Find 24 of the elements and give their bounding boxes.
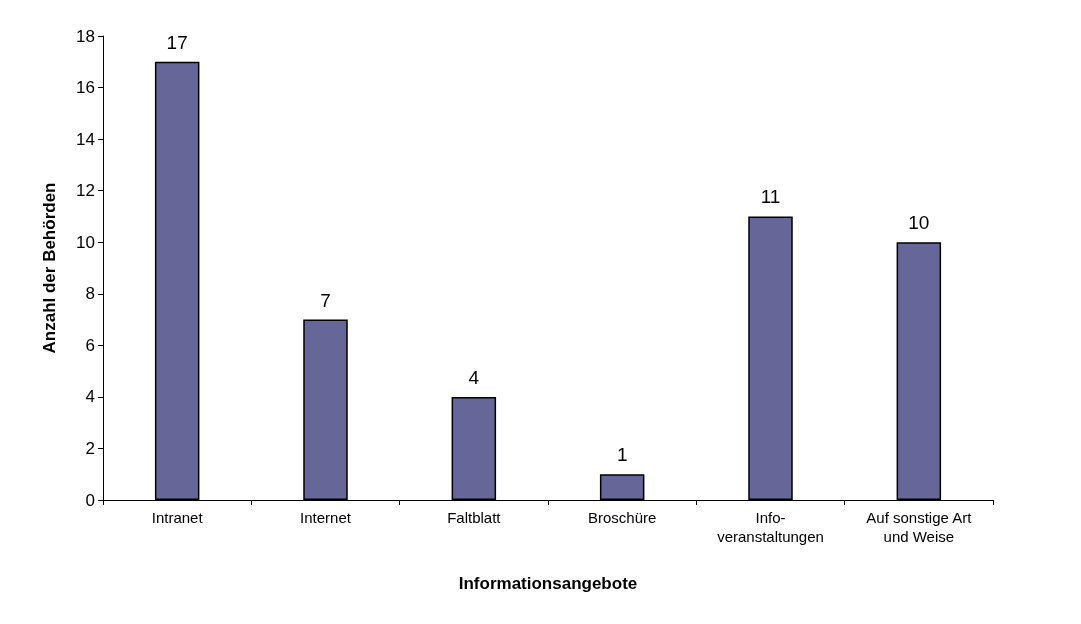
- x-axis-title: Informationsangebote: [458, 574, 638, 593]
- data-label: 1: [616, 444, 628, 466]
- x-tick-label: Auf sonstige Art und Weise: [866, 509, 973, 545]
- y-tick-label: 0: [85, 490, 95, 510]
- y-tick-label: 10: [76, 232, 95, 252]
- y-tick-label: 16: [76, 78, 95, 98]
- y-axis-title: Anzahl der Behörden: [40, 182, 59, 354]
- data-label: 4: [468, 366, 480, 388]
- data-label: 7: [320, 289, 331, 311]
- y-tick-label: 2: [85, 438, 95, 458]
- data-label: 11: [760, 186, 781, 208]
- y-tick-label: 8: [85, 284, 95, 304]
- y-tick-label: 18: [76, 26, 95, 46]
- y-tick-label: 14: [76, 129, 95, 149]
- y-tick-label: 6: [85, 335, 95, 355]
- x-tick-label: Internet: [300, 509, 352, 526]
- x-tick-label: Broschüre: [587, 509, 657, 526]
- data-label: 17: [166, 31, 188, 53]
- y-tick-label: 4: [85, 387, 95, 407]
- x-tick-label: Intranet: [151, 509, 204, 526]
- data-label: 10: [908, 212, 930, 234]
- x-tick-label: Info- veranstaltungen: [717, 509, 824, 545]
- y-tick-label: 12: [76, 181, 95, 201]
- x-tick-label: Faltblatt: [447, 509, 502, 526]
